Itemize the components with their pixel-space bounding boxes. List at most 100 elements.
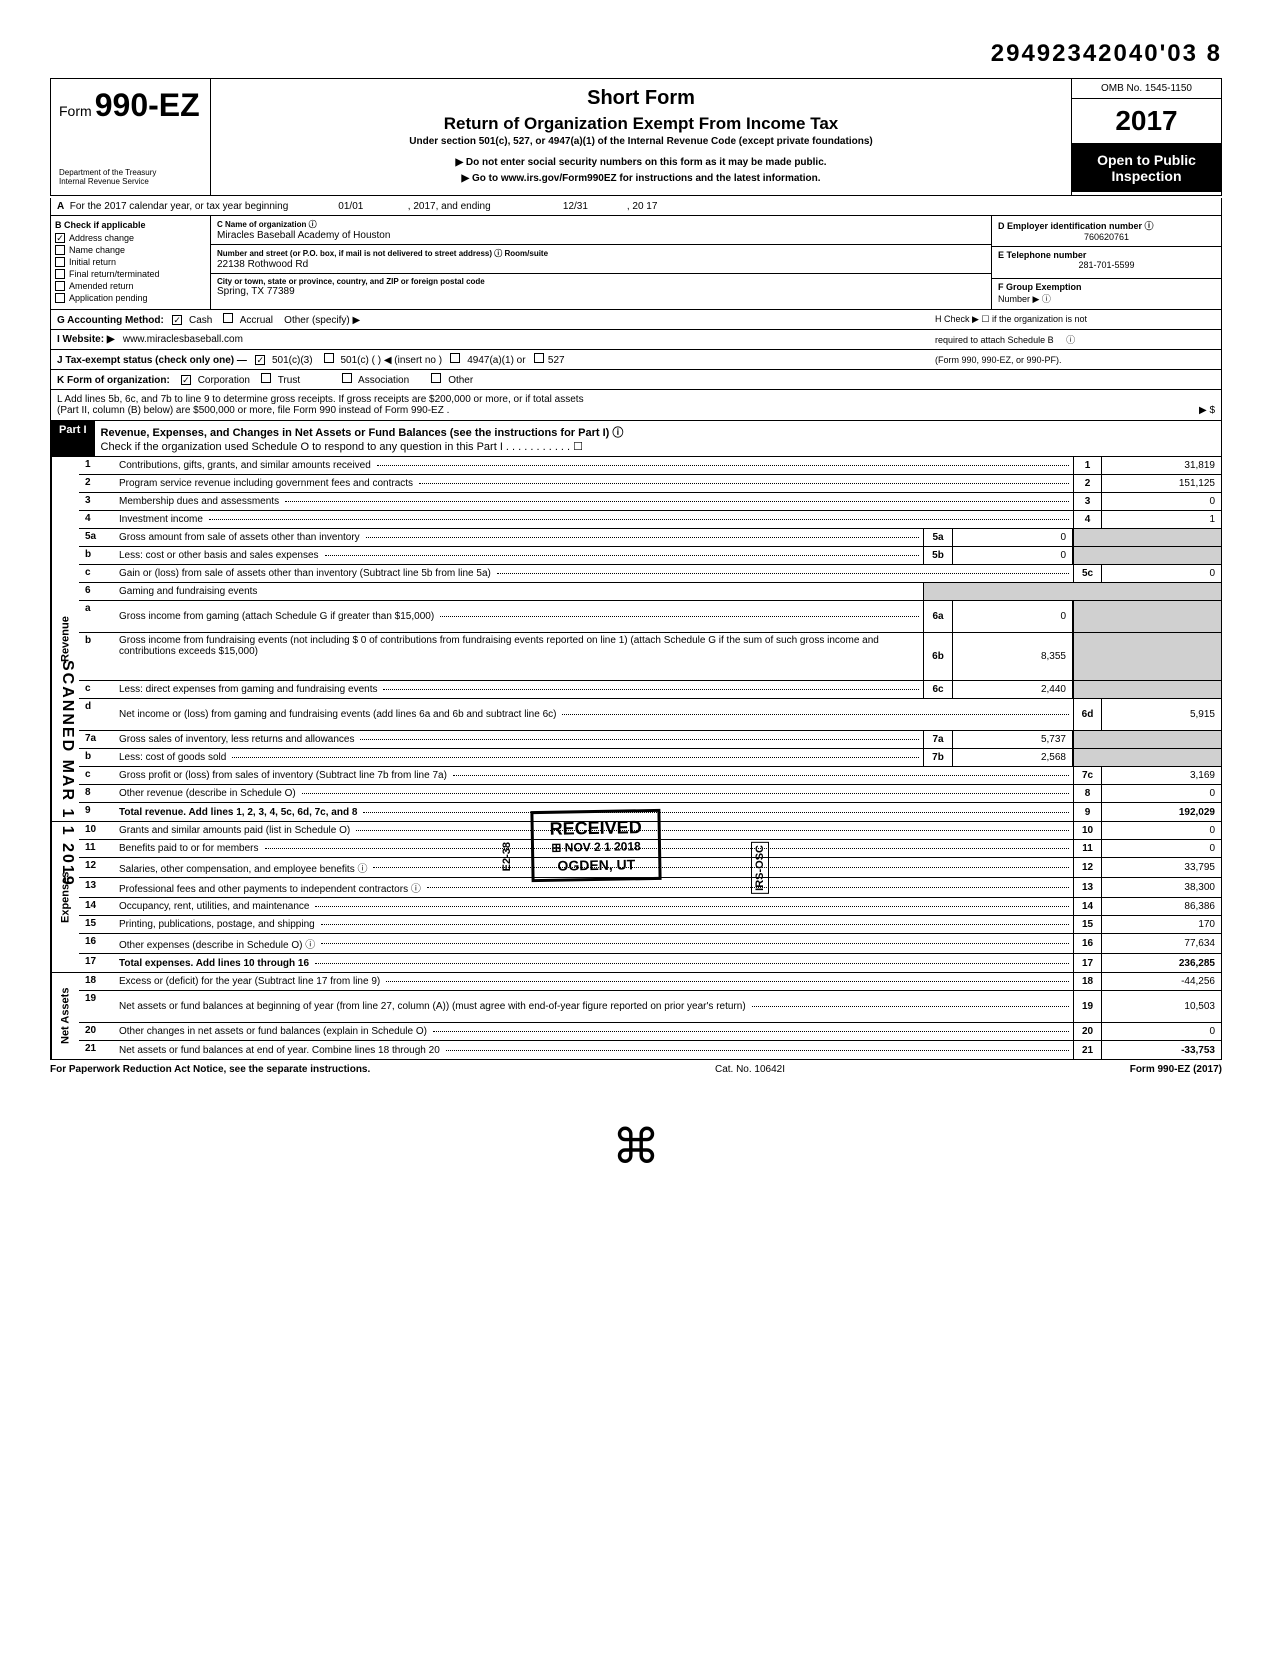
footer-left: For Paperwork Reduction Act Notice, see … xyxy=(50,1064,370,1075)
irs-osc-stamp: IRS-OSC xyxy=(751,842,769,894)
net-assets-section: Net Assets 18Excess or (deficit) for the… xyxy=(50,973,1222,1060)
cb-amended-return[interactable]: Amended return xyxy=(55,281,206,291)
row-j-tax-status: J Tax-exempt status (check only one) — ✓… xyxy=(51,350,1221,370)
line-4-value: 1 xyxy=(1101,511,1221,528)
ein-value: 760620761 xyxy=(998,232,1215,242)
revenue-section: Revenue 1Contributions, gifts, grants, a… xyxy=(50,457,1222,822)
cb-cash[interactable]: ✓ xyxy=(172,315,182,325)
form-wrapper: 29492342040'03 8 Form 990-EZ Department … xyxy=(50,40,1222,1175)
line-15-value: 170 xyxy=(1101,916,1221,933)
signature-mark: ⌘ xyxy=(50,1119,1222,1175)
cb-accrual[interactable] xyxy=(223,313,233,323)
form-number: 990-EZ xyxy=(95,87,200,123)
line-5a-value: 0 xyxy=(953,529,1073,546)
cb-association[interactable] xyxy=(342,373,352,383)
line-7b-value: 2,568 xyxy=(953,749,1073,766)
line-5b-value: 0 xyxy=(953,547,1073,564)
line-1-value: 31,819 xyxy=(1101,457,1221,474)
phone-row: E Telephone number 281-701-5599 xyxy=(992,247,1221,278)
cb-application-pending[interactable]: Application pending xyxy=(55,293,206,303)
org-name-row: C Name of organization ⓘ Miracles Baseba… xyxy=(211,216,991,245)
tax-year: 2017 xyxy=(1072,99,1221,144)
dln-number: 29492342040'03 8 xyxy=(50,40,1222,68)
received-stamp: RECEIVED ⊞ NOV 2 1 2018 OGDEN, UT xyxy=(530,809,661,882)
footer-center: Cat. No. 10642I xyxy=(715,1064,785,1075)
col-b-label: B Check if applicable xyxy=(55,220,206,230)
line-7a-value: 5,737 xyxy=(953,731,1073,748)
row-i-website: I Website: ▶ www.miraclesbaseball.com re… xyxy=(51,330,1221,350)
cb-corporation[interactable]: ✓ xyxy=(181,375,191,385)
cb-final-return[interactable]: Final return/terminated xyxy=(55,269,206,279)
line-6c-value: 2,440 xyxy=(953,681,1073,698)
section-text: Under section 501(c), 527, or 4947(a)(1)… xyxy=(219,136,1063,147)
col-b-checkboxes: B Check if applicable ✓Address change Na… xyxy=(51,216,211,309)
return-title: Return of Organization Exempt From Incom… xyxy=(219,114,1063,134)
cb-4947[interactable] xyxy=(450,353,460,363)
line-6d-value: 5,915 xyxy=(1101,699,1221,730)
part1-header-row: Part I Revenue, Expenses, and Changes in… xyxy=(50,421,1222,457)
line-14-value: 86,386 xyxy=(1101,898,1221,915)
footer-right: Form 990-EZ (2017) xyxy=(1130,1064,1222,1075)
cb-501c3[interactable]: ✓ xyxy=(255,355,265,365)
row-l-gross-receipts: L Add lines 5b, 6c, and 7b to line 9 to … xyxy=(50,390,1222,421)
side-netassets: Net Assets xyxy=(51,973,79,1059)
line-19-value: 10,503 xyxy=(1101,991,1221,1022)
street-row: Number and street (or P.O. box, if mail … xyxy=(211,245,991,274)
cb-trust[interactable] xyxy=(261,373,271,383)
cb-initial-return[interactable]: Initial return xyxy=(55,257,206,267)
open-public: Open to Public Inspection xyxy=(1072,144,1221,192)
col-right: D Employer identification number ⓘ 76062… xyxy=(991,216,1221,309)
cb-527[interactable] xyxy=(534,353,544,363)
e238-stamp: E2-38 xyxy=(501,842,513,871)
row-a-tax-year: A For the 2017 calendar year, or tax yea… xyxy=(50,198,1222,216)
info-box: B Check if applicable ✓Address change Na… xyxy=(50,216,1222,310)
cb-501c[interactable] xyxy=(324,353,334,363)
scanned-stamp: SCANNED MAR 1 1 2019 xyxy=(58,660,76,887)
row-k-form-org: K Form of organization: ✓ Corporation Tr… xyxy=(51,370,1221,389)
line-21-value: -33,753 xyxy=(1101,1041,1221,1059)
line-17-value: 236,285 xyxy=(1101,954,1221,972)
group-exemption-row: F Group Exemption Number ▶ ⓘ xyxy=(992,279,1221,309)
line-13-value: 38,300 xyxy=(1101,878,1221,897)
header-right: OMB No. 1545-1150 2017 Open to Public In… xyxy=(1071,79,1221,195)
line-2-value: 151,125 xyxy=(1101,475,1221,492)
line-6b-value: 8,355 xyxy=(953,633,1073,680)
cb-name-change[interactable]: Name change xyxy=(55,245,206,255)
ein-row: D Employer identification number ⓘ 76062… xyxy=(992,216,1221,247)
street-address: 22138 Rothwood Rd xyxy=(217,259,308,270)
instr2: ▶ Go to www.irs.gov/Form990EZ for instru… xyxy=(219,171,1063,187)
website-value: www.miraclesbaseball.com xyxy=(123,334,243,345)
org-name: Miracles Baseball Academy of Houston xyxy=(217,230,390,241)
row-g-accounting: G Accounting Method: ✓ Cash Accrual Othe… xyxy=(51,310,1221,330)
city-row: City or town, state or province, country… xyxy=(211,274,991,300)
instr1: ▶ Do not enter social security numbers o… xyxy=(219,155,1063,171)
line-8-value: 0 xyxy=(1101,785,1221,802)
line-12-value: 33,795 xyxy=(1101,858,1221,877)
footer-row: For Paperwork Reduction Act Notice, see … xyxy=(50,1060,1222,1079)
city-state-zip: Spring, TX 77389 xyxy=(217,286,295,297)
line-10-value: 0 xyxy=(1101,822,1221,839)
short-form-title: Short Form xyxy=(219,87,1063,110)
dept-text: Department of the Treasury Internal Reve… xyxy=(59,168,202,187)
line-18-value: -44,256 xyxy=(1101,973,1221,990)
cb-other-org[interactable] xyxy=(431,373,441,383)
line-11-value: 0 xyxy=(1101,840,1221,857)
line-3-value: 0 xyxy=(1101,493,1221,510)
line-6a-value: 0 xyxy=(953,601,1073,632)
header-center: Short Form Return of Organization Exempt… xyxy=(211,79,1071,195)
col-c-org-info: C Name of organization ⓘ Miracles Baseba… xyxy=(211,216,991,309)
row-h-line2: required to attach Schedule B ⓘ xyxy=(935,333,1215,346)
line-5c-value: 0 xyxy=(1101,565,1221,582)
line-20-value: 0 xyxy=(1101,1023,1221,1040)
cb-address-change[interactable]: ✓Address change xyxy=(55,233,206,243)
form-header: Form 990-EZ Department of the Treasury I… xyxy=(50,78,1222,196)
line-7c-value: 3,169 xyxy=(1101,767,1221,784)
expenses-section: Expenses 10Grants and similar amounts pa… xyxy=(50,822,1222,973)
meta-rows: G Accounting Method: ✓ Cash Accrual Othe… xyxy=(50,310,1222,390)
phone-value: 281-701-5599 xyxy=(998,260,1215,270)
line-16-value: 77,634 xyxy=(1101,934,1221,953)
part1-title: Revenue, Expenses, and Changes in Net As… xyxy=(95,421,1221,456)
row-h-line3: (Form 990, 990-EZ, or 990-PF). xyxy=(935,355,1215,365)
header-left: Form 990-EZ Department of the Treasury I… xyxy=(51,79,211,195)
line-9-value: 192,029 xyxy=(1101,803,1221,821)
